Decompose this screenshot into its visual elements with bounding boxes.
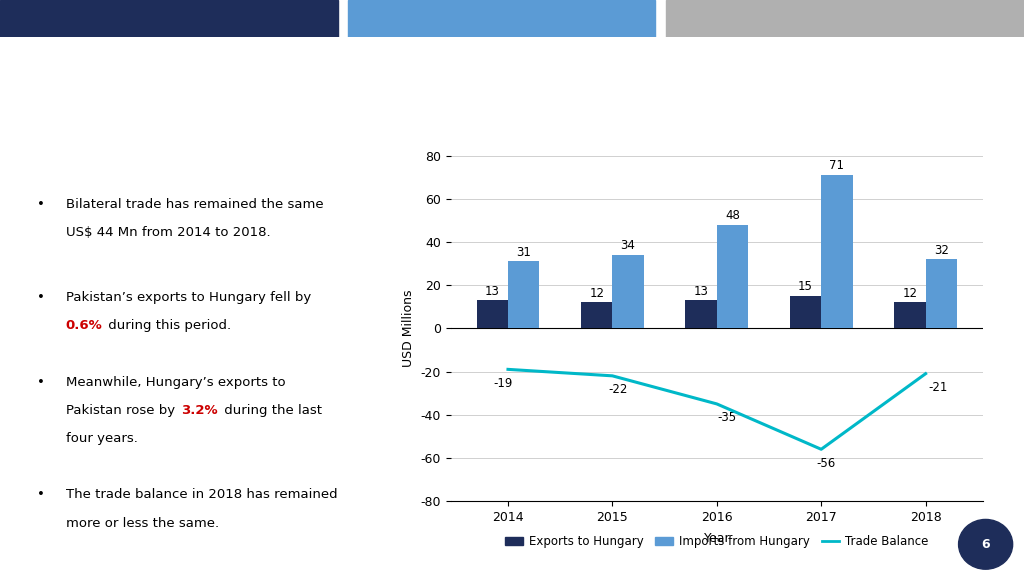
- Text: Pakistan rose by: Pakistan rose by: [66, 404, 179, 417]
- Text: 34: 34: [621, 239, 636, 252]
- Text: 12: 12: [902, 287, 918, 300]
- Text: Bilateral trade has remained the same: Bilateral trade has remained the same: [66, 198, 324, 211]
- Text: •: •: [37, 376, 45, 389]
- Text: 3.2%: 3.2%: [181, 404, 217, 417]
- Text: four years.: four years.: [66, 432, 137, 445]
- Bar: [508, 262, 540, 328]
- Bar: [666, 0, 1024, 37]
- Text: 13: 13: [485, 285, 500, 298]
- Text: Pakistan’s exports to Hungary fell by: Pakistan’s exports to Hungary fell by: [66, 291, 311, 304]
- Text: -19: -19: [494, 377, 512, 390]
- Text: -35: -35: [718, 411, 737, 425]
- Text: more or less the same.: more or less the same.: [66, 517, 219, 530]
- Text: PAKISTAN HUNGARY TRADE TRENDS: PAKISTAN HUNGARY TRADE TRENDS: [31, 85, 622, 113]
- Text: •: •: [37, 291, 45, 304]
- Bar: [476, 300, 508, 328]
- Bar: [821, 175, 853, 328]
- Legend: Exports to Hungary, Imports from Hungary, Trade Balance: Exports to Hungary, Imports from Hungary…: [501, 530, 933, 552]
- Text: during this period.: during this period.: [104, 319, 231, 332]
- Bar: [717, 225, 749, 328]
- Text: 13: 13: [693, 285, 709, 298]
- X-axis label: Year: Year: [703, 532, 730, 545]
- Text: 48: 48: [725, 209, 740, 222]
- Text: -22: -22: [608, 384, 628, 396]
- Bar: [926, 259, 957, 328]
- Text: Meanwhile, Hungary’s exports to: Meanwhile, Hungary’s exports to: [66, 376, 285, 389]
- Text: during the last: during the last: [219, 404, 322, 417]
- Y-axis label: USD Millions: USD Millions: [401, 290, 415, 367]
- Bar: [0, 0, 338, 37]
- Text: -21: -21: [929, 381, 948, 394]
- Bar: [348, 0, 655, 37]
- Bar: [685, 300, 717, 328]
- Text: 15: 15: [798, 281, 813, 293]
- Bar: [581, 302, 612, 328]
- Text: 6: 6: [981, 538, 990, 551]
- Text: 32: 32: [934, 244, 948, 256]
- Bar: [612, 255, 644, 328]
- Bar: [790, 296, 821, 328]
- Circle shape: [958, 520, 1013, 569]
- Text: The trade balance in 2018 has remained: The trade balance in 2018 has remained: [66, 488, 337, 502]
- Text: •: •: [37, 198, 45, 211]
- Bar: [894, 302, 926, 328]
- Text: 12: 12: [589, 287, 604, 300]
- Text: 31: 31: [516, 246, 531, 259]
- Text: 71: 71: [829, 160, 845, 172]
- Text: •: •: [37, 488, 45, 502]
- Text: -56: -56: [817, 457, 836, 470]
- Text: 0.6%: 0.6%: [66, 319, 102, 332]
- Text: US$ 44 Mn from 2014 to 2018.: US$ 44 Mn from 2014 to 2018.: [66, 226, 270, 240]
